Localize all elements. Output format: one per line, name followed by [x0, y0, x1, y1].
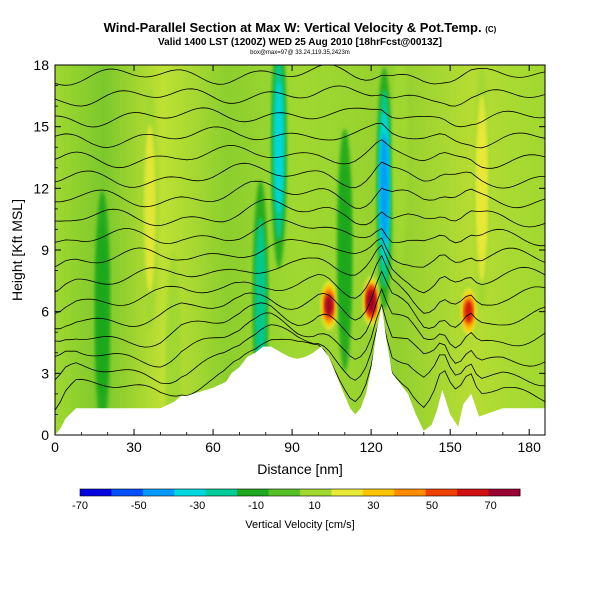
isentrope-line [55, 161, 545, 189]
colorbar-swatch [425, 489, 458, 496]
x-tick-label: 30 [126, 439, 142, 455]
terrain-profile [55, 305, 545, 435]
y-tick-label: 9 [41, 242, 49, 258]
isentrope-line [55, 287, 545, 349]
velocity-contour [324, 295, 334, 316]
velocity-contour [274, 81, 284, 214]
y-tick-label: 0 [41, 427, 49, 443]
colorbar-swatch [331, 489, 364, 496]
chart-location-note: box@max=97@ 33.24,119.35,2423m [250, 50, 350, 56]
colorbar-swatch [300, 489, 332, 496]
velocity-feature [392, 65, 408, 269]
velocity-feature [165, 252, 182, 435]
x-axis-label: Distance [nm] [257, 461, 343, 477]
y-tick-label: 15 [33, 119, 49, 135]
colorbar-swatch [394, 489, 427, 496]
colorbar-swatch [142, 489, 175, 496]
isentrope-line [55, 254, 545, 314]
colorbar-tick-label: 70 [485, 500, 497, 512]
y-tick-label: 3 [41, 365, 49, 381]
terrain-mask [55, 305, 545, 435]
velocity-contour [96, 227, 109, 396]
colorbar-swatch [111, 489, 144, 496]
colorbar-frame [79, 488, 521, 497]
velocity-contour [367, 291, 376, 312]
chart-subtitle: Valid 1400 LST (1200Z) WED 25 Aug 2010 [… [158, 37, 442, 48]
x-tick-label: 0 [51, 439, 59, 455]
x-tick-label: 120 [359, 439, 383, 455]
velocity-feature [319, 276, 339, 335]
colorbar-swatch [237, 489, 270, 496]
chart-title: Wind-Parallel Section at Max W: Vertical… [0, 20, 600, 35]
colorbar-tick-label: -50 [131, 500, 147, 512]
velocity-contour [394, 65, 406, 232]
colorbar-swatch [457, 489, 490, 496]
colorbar-swatch [488, 489, 521, 496]
isentrope-line [55, 320, 545, 411]
isentrope-line [55, 218, 545, 247]
velocity-feature [459, 283, 478, 341]
colorbar-tick-label: -70 [72, 500, 88, 512]
velocity-feature [336, 129, 353, 371]
colorbar-swatch [205, 489, 238, 496]
y-axis: 0 3 6 9 12 15 18 [33, 57, 545, 443]
isentrope-line [55, 237, 545, 268]
colorbar-swatch [80, 489, 112, 496]
velocity-contour [464, 300, 474, 323]
colorbar-tick-label: 10 [309, 500, 321, 512]
velocity-feature [362, 272, 381, 330]
isentrope-line [55, 303, 545, 368]
velocity-feature [142, 87, 158, 330]
y-tick-label: 18 [33, 57, 49, 73]
velocity-feature [376, 67, 393, 310]
velocity-feature [271, 65, 287, 269]
colorbar-tick-label: -30 [189, 500, 205, 512]
isentrope-line [55, 313, 545, 387]
velocity-contour [476, 122, 487, 255]
isentrope-line [55, 139, 545, 169]
isentrope-line [55, 65, 545, 86]
colorbar-label: Vertical Velocity [cm/s] [245, 519, 354, 531]
colorbar-swatch [362, 489, 395, 496]
velocity-contour [338, 165, 351, 335]
colorbar-tick-label: -10 [248, 500, 264, 512]
isentrope-line [55, 244, 545, 294]
isentrope-line [55, 85, 545, 107]
colorbar-tick-label: 50 [426, 500, 438, 512]
colorbar: -70 -50 -30 -10 10 30 50 70 [72, 488, 521, 512]
colorbar-swatch [268, 489, 301, 496]
isentrope-line [55, 270, 545, 330]
y-axis-label: Height [Kft MSL] [9, 199, 25, 301]
velocity-contour [167, 289, 180, 435]
x-tick-label: 60 [205, 439, 221, 455]
y-tick-label: 12 [33, 180, 49, 196]
isentrope-line [55, 107, 545, 128]
x-tick-label: 150 [438, 439, 462, 455]
velocity-feature [473, 67, 490, 310]
chart-title-text: Wind-Parallel Section at Max W: Vertical… [103, 20, 482, 35]
velocity-feature [94, 190, 111, 433]
x-tick-label: 90 [284, 439, 300, 455]
colorbar-tick-label: 30 [367, 500, 379, 512]
isentrope-line [55, 122, 545, 149]
y-tick-label: 6 [41, 304, 49, 320]
isentrope-line [55, 198, 545, 228]
x-axis: 0 30 60 90 120 150 180 [51, 65, 541, 455]
copyright-mark: (C) [485, 25, 497, 34]
isentrope-line [55, 180, 545, 209]
colorbar-swatch [174, 489, 207, 496]
x-tick-label: 180 [518, 439, 542, 455]
potential-temperature-contours [55, 65, 545, 411]
